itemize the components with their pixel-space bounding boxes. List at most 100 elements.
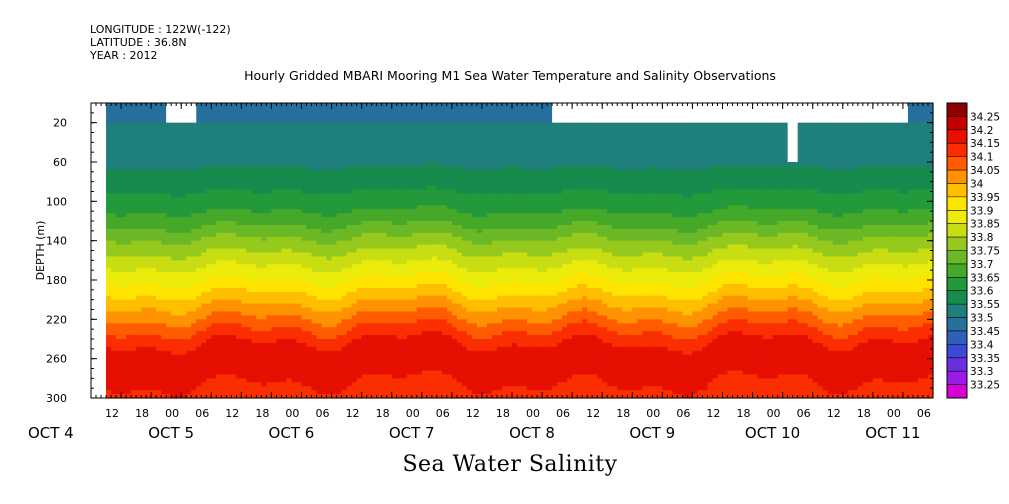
heatmap-cell: [121, 378, 127, 383]
heatmap-cell: [371, 252, 378, 257]
heatmap-cell: [391, 366, 398, 372]
heatmap-cell: [281, 248, 288, 254]
heatmap-cell: [191, 236, 197, 242]
heatmap-cell: [216, 236, 222, 242]
heatmap-cell: [171, 260, 177, 265]
heatmap-cell: [251, 142, 257, 147]
heatmap-cell: [161, 339, 167, 344]
heatmap-cell: [161, 331, 167, 336]
heatmap-cell: [321, 303, 328, 309]
heatmap-cell: [216, 252, 222, 257]
heatmap-cell: [226, 103, 232, 108]
heatmap-cell: [336, 331, 343, 336]
heatmap-cell: [246, 323, 252, 328]
heatmap-cell: [116, 213, 122, 218]
heatmap-cell: [256, 224, 262, 230]
heatmap-cell: [186, 339, 192, 344]
heatmap-cell: [326, 354, 333, 360]
heatmap-cell: [266, 138, 273, 143]
heatmap-cell: [161, 197, 167, 202]
heatmap-cell: [156, 378, 162, 383]
heatmap-cell: [296, 248, 303, 254]
heatmap-cell: [251, 295, 257, 301]
heatmap-cell: [371, 134, 378, 139]
heatmap-cell: [341, 390, 348, 395]
heatmap-cell: [336, 315, 343, 320]
heatmap-cell: [206, 386, 212, 391]
heatmap-cell: [136, 260, 142, 265]
heatmap-cell: [276, 173, 283, 179]
heatmap-cell: [201, 311, 207, 316]
heatmap-cell: [171, 378, 177, 383]
heatmap-cell: [386, 283, 393, 289]
heatmap-cell: [166, 303, 172, 309]
heatmap-cell: [226, 205, 232, 210]
heatmap-cell: [271, 291, 278, 297]
heatmap-cell: [116, 315, 122, 320]
heatmap-cell: [401, 193, 408, 198]
heatmap-cell: [236, 158, 242, 163]
heatmap-cell: [406, 134, 413, 139]
heatmap-cell: [436, 189, 443, 195]
heatmap-cell: [106, 236, 112, 242]
heatmap-cell: [286, 122, 293, 128]
heatmap-cell: [206, 126, 212, 132]
heatmap-cell: [236, 346, 242, 352]
heatmap-cell: [226, 335, 232, 340]
heatmap-cell: [126, 354, 132, 360]
heatmap-cell: [161, 165, 167, 171]
heatmap-cell: [256, 228, 262, 234]
heatmap-cell: [391, 189, 398, 195]
heatmap-cell: [276, 350, 283, 356]
heatmap-cell: [371, 154, 378, 159]
heatmap-cell: [116, 287, 122, 293]
heatmap-cell: [276, 354, 283, 360]
heatmap-cell: [246, 339, 252, 344]
heatmap-cell: [121, 103, 127, 108]
heatmap-cell: [136, 390, 142, 395]
heatmap-cell: [171, 205, 177, 210]
heatmap-cell: [331, 240, 338, 246]
heatmap-cell: [321, 327, 328, 332]
heatmap-cell: [131, 165, 137, 171]
heatmap-cell: [436, 240, 443, 246]
heatmap-cell: [146, 260, 152, 265]
heatmap-cell: [216, 374, 222, 379]
heatmap-cell: [146, 118, 152, 124]
heatmap-cell: [296, 103, 303, 108]
heatmap-cell: [356, 280, 363, 285]
heatmap-cell: [106, 106, 112, 112]
heatmap-cell: [426, 390, 433, 395]
heatmap-cell: [181, 260, 187, 265]
heatmap-cell: [186, 323, 192, 328]
heatmap-cell: [421, 165, 428, 171]
heatmap-cell: [281, 268, 288, 273]
heatmap-cell: [421, 244, 428, 250]
heatmap-cell: [436, 197, 443, 202]
heatmap-cell: [216, 134, 222, 139]
heatmap-cell: [141, 209, 147, 214]
heatmap-cell: [411, 248, 418, 254]
heatmap-cell: [431, 276, 438, 281]
heatmap-cell: [391, 331, 398, 336]
heatmap-cell: [386, 217, 393, 222]
heatmap-cell: [256, 358, 262, 364]
heatmap-cell: [341, 303, 348, 309]
heatmap-cell: [216, 165, 222, 171]
heatmap-cell: [106, 358, 112, 364]
heatmap-cell: [191, 217, 197, 222]
heatmap-cell: [321, 197, 328, 202]
heatmap-cell: [121, 130, 127, 136]
heatmap-cell: [181, 331, 187, 336]
heatmap-cell: [296, 303, 303, 309]
heatmap-cell: [426, 110, 433, 116]
heatmap-cell: [261, 386, 268, 391]
heatmap-cell: [251, 240, 257, 246]
heatmap-cell: [166, 217, 172, 222]
heatmap-cell: [301, 209, 308, 214]
heatmap-cell: [411, 236, 418, 242]
heatmap-cell: [351, 193, 358, 198]
heatmap-cell: [276, 307, 283, 313]
heatmap-cell: [216, 370, 222, 375]
heatmap-cell: [371, 224, 378, 230]
